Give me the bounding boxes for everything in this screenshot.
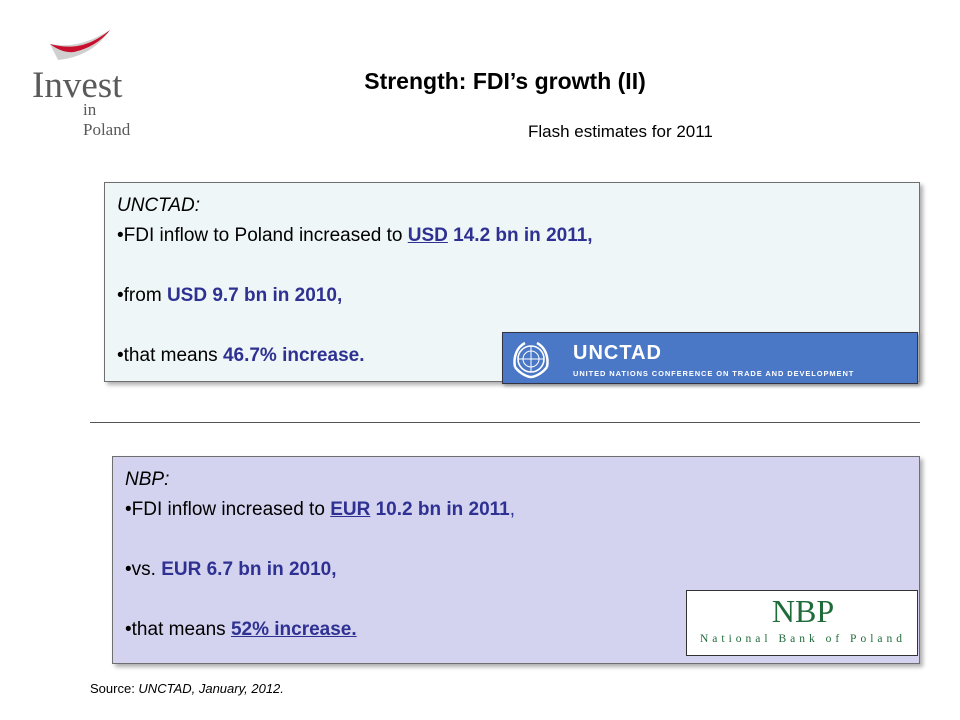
bullet-text: •vs. xyxy=(125,559,162,580)
unctad-heading: UNCTAD: xyxy=(117,195,201,216)
source-text: UNCTAD, January, 2012. xyxy=(138,681,284,696)
invest-in-poland-logo: Invest in Poland xyxy=(28,28,140,139)
eur-link[interactable]: EUR xyxy=(330,499,371,520)
un-emblem-icon xyxy=(513,341,549,379)
bullet-text: •FDI inflow to Poland increased to xyxy=(117,225,408,246)
nbp-bullet-3: •that means 52% increase. xyxy=(125,615,907,645)
bullet-value: EUR 6.7 bn in 2010, xyxy=(161,559,337,580)
unctad-bullet-3: •that means 46.7% increase. xyxy=(117,341,907,371)
logo-text-in-poland: in Poland xyxy=(83,100,131,139)
nbp-logo-name: NBP xyxy=(771,593,835,629)
bullet-value: 46.7% increase. xyxy=(222,345,365,366)
bullet-text: •from xyxy=(117,285,167,306)
source-label: Source: xyxy=(90,681,139,696)
nbp-logo: NBP National Bank of Poland xyxy=(686,590,918,656)
logo-flag-icon xyxy=(50,30,110,60)
bullet-value: USD 9.7 bn in 2010, xyxy=(166,285,343,306)
bullet-suffix: , xyxy=(509,499,516,520)
unctad-bullet-2: •from USD 9.7 bn in 2010, xyxy=(117,281,907,311)
page-title: Strength: FDI’s growth (II) xyxy=(364,68,646,94)
bullet-text: •FDI inflow increased to xyxy=(125,499,331,520)
logo-text-invest: Invest xyxy=(32,65,123,106)
bullet-text: •that means xyxy=(117,345,223,366)
section-divider xyxy=(90,422,920,423)
unctad-logo-subtitle: UNITED NATIONS CONFERENCE ON TRADE AND D… xyxy=(573,369,855,378)
unctad-logo: UNCTAD UNITED NATIONS CONFERENCE ON TRAD… xyxy=(502,332,918,384)
page-subtitle: Flash estimates for 2011 xyxy=(528,122,713,141)
bullet-value: 10.2 bn in 2011 xyxy=(370,499,510,520)
nbp-bullet-2: •vs. EUR 6.7 bn in 2010, xyxy=(125,555,907,585)
source-note: Source: UNCTAD, January, 2012. xyxy=(90,681,284,696)
unctad-logo-name: UNCTAD xyxy=(573,342,662,364)
nbp-logo-subtitle: National Bank of Poland xyxy=(699,633,907,645)
unctad-bullet-1: •FDI inflow to Poland increased to USD 1… xyxy=(117,221,907,251)
usd-link[interactable]: USD xyxy=(407,225,448,246)
bullet-text: •that means xyxy=(125,619,231,640)
bullet-value: 14.2 bn in 2011, xyxy=(447,225,593,246)
nbp-heading: NBP: xyxy=(125,469,170,490)
increase-link[interactable]: 52% increase. xyxy=(230,619,357,640)
nbp-bullet-1: •FDI inflow increased to EUR 10.2 bn in … xyxy=(125,495,907,525)
